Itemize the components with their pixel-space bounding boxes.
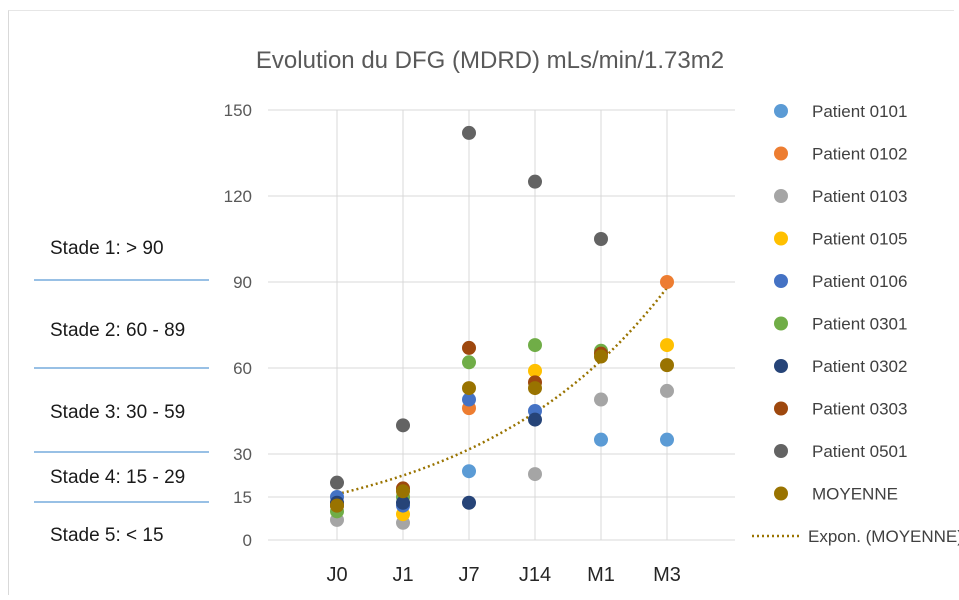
stage-label: Stade 2: 60 - 89 [50,320,185,341]
point-patient-0301 [528,338,542,353]
point-patient-0101 [660,432,674,447]
point-patient-0501 [528,174,542,189]
legend-marker [774,401,788,416]
legend-marker [774,189,788,203]
point-moyenne [594,349,608,364]
y-axis-ticks: 0 15 30 60 90 120 150 [224,101,252,550]
point-patient-0102 [660,275,674,289]
point-patient-0106 [462,392,476,407]
stage-label: Stade 1: > 90 [50,238,164,259]
legend-label: Patient 0501 [812,442,907,461]
stage-label: Stade 5: < 15 [50,525,164,546]
legend-label: Patient 0101 [812,102,907,121]
ckd-stage-annotations: Stade 1: > 90 Stade 2: 60 - 89 Stade 3: 30… [34,238,209,546]
point-patient-0103 [594,392,608,407]
point-patient-0302 [462,495,476,510]
point-patient-0501 [462,125,476,140]
point-patient-0302 [396,495,410,510]
point-patient-0303 [462,340,476,355]
legend-label: Patient 0105 [812,230,907,249]
point-patient-0105 [660,338,674,353]
point-moyenne [462,381,476,396]
x-tick-label: M1 [587,564,615,586]
legend-label: Expon. (MOYENNE) [808,527,959,546]
point-patient-0302 [528,412,542,427]
legend-label: MOYENNE [812,485,898,504]
y-tick-label: 150 [224,101,252,120]
legend-marker [774,146,788,161]
point-moyenne [660,358,674,373]
trendline-moyenne [336,286,668,496]
point-patient-0501 [594,232,608,246]
x-tick-label: J14 [519,564,551,586]
point-patient-0301 [462,355,476,370]
stage-label: Stade 4: 15 - 29 [50,467,185,488]
point-moyenne [330,498,344,513]
x-tick-label: J1 [392,564,413,586]
point-patient-0101 [462,464,476,479]
legend-marker [774,359,788,373]
point-moyenne [396,484,410,499]
y-tick-label: 60 [233,359,252,378]
legend-label: Patient 0102 [812,145,907,164]
legend-marker [774,486,788,501]
legend-marker [774,104,788,118]
legend-marker [774,274,788,288]
legend-label: Patient 0106 [812,272,907,291]
legend-marker [774,231,788,246]
point-moyenne [528,381,542,396]
x-tick-label: M3 [653,564,681,586]
legend-label: Patient 0303 [812,400,907,419]
y-tick-label: 30 [233,445,252,464]
legend-label: Patient 0302 [812,357,907,376]
legend-label: Patient 0301 [812,315,907,334]
legend-marker [774,444,788,458]
legend-marker [774,316,788,331]
point-patient-0501 [330,475,344,490]
chart-frame [8,10,954,595]
y-tick-label: 15 [233,488,252,507]
x-tick-label: J0 [326,564,347,586]
point-patient-0103 [660,383,674,398]
x-tick-label: J7 [458,564,479,586]
legend-label: Patient 0103 [812,187,907,206]
y-tick-label: 90 [233,273,252,292]
plot-grid [268,109,735,541]
y-tick-label: 120 [224,187,252,206]
chart-title: Evolution du DFG (MDRD) mLs/min/1.73m2 [256,47,724,74]
stage-label: Stade 3: 30 - 59 [50,402,185,423]
data-points [330,125,674,530]
point-patient-0103 [528,467,542,482]
legend: Patient 0101 Patient 0102 Patient 0103 Pati… [752,102,959,546]
y-tick-label: 0 [243,531,252,550]
x-axis-ticks: J0 J1 J7 J14 M1 M3 [326,564,680,586]
point-patient-0105 [528,363,542,378]
point-patient-0501 [396,418,410,433]
point-patient-0101 [594,432,608,447]
